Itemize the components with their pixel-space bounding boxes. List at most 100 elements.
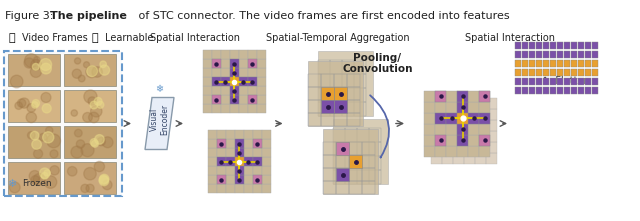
Bar xyxy=(453,141,464,152)
Text: Spatial Interaction: Spatial Interaction xyxy=(465,33,555,43)
Circle shape xyxy=(102,137,113,148)
Bar xyxy=(354,88,366,102)
Bar xyxy=(362,181,375,194)
Bar xyxy=(321,87,334,100)
Bar xyxy=(457,124,468,135)
Bar xyxy=(557,86,563,93)
Bar xyxy=(230,68,239,77)
Bar xyxy=(257,68,266,77)
Bar xyxy=(248,50,257,59)
Bar xyxy=(424,145,435,156)
Bar xyxy=(336,181,349,194)
Circle shape xyxy=(95,135,104,144)
Bar xyxy=(431,109,442,120)
Bar xyxy=(543,59,549,67)
Bar xyxy=(262,139,271,148)
Bar xyxy=(234,139,243,148)
Circle shape xyxy=(47,134,61,148)
Bar xyxy=(318,88,330,102)
Bar xyxy=(334,74,347,87)
Bar xyxy=(453,130,464,141)
Circle shape xyxy=(32,102,38,108)
Bar xyxy=(225,175,234,184)
Bar xyxy=(578,86,584,93)
Circle shape xyxy=(74,129,82,137)
Bar xyxy=(234,157,243,166)
Bar xyxy=(257,50,266,59)
Bar xyxy=(522,78,528,84)
Bar xyxy=(234,148,243,157)
Circle shape xyxy=(94,97,102,105)
Text: ❄: ❄ xyxy=(7,179,17,189)
Bar xyxy=(318,74,330,88)
Circle shape xyxy=(90,139,98,146)
Circle shape xyxy=(84,168,96,180)
Bar xyxy=(230,77,239,86)
Circle shape xyxy=(45,127,53,134)
Bar xyxy=(253,139,262,148)
Bar xyxy=(578,42,584,48)
Bar xyxy=(221,104,230,113)
Circle shape xyxy=(24,54,38,67)
Bar xyxy=(202,95,211,104)
Bar xyxy=(536,86,542,93)
Bar xyxy=(248,95,257,104)
Bar xyxy=(333,119,388,184)
Bar xyxy=(347,87,360,100)
Bar xyxy=(243,184,253,193)
Bar xyxy=(479,145,490,156)
Circle shape xyxy=(44,176,57,188)
Bar xyxy=(564,42,570,48)
Bar xyxy=(479,135,490,145)
Bar xyxy=(446,112,457,124)
Bar xyxy=(321,113,334,126)
Bar xyxy=(221,86,230,95)
Bar xyxy=(202,104,211,113)
Bar xyxy=(486,152,497,164)
Circle shape xyxy=(30,131,39,140)
Circle shape xyxy=(99,176,109,186)
Bar xyxy=(253,157,262,166)
Bar xyxy=(211,59,221,68)
Bar xyxy=(230,59,239,68)
Bar xyxy=(64,90,116,122)
Bar xyxy=(221,77,230,86)
Bar xyxy=(234,166,243,175)
Bar xyxy=(345,156,357,170)
Text: 🎥: 🎥 xyxy=(9,33,15,43)
Bar xyxy=(336,168,349,181)
FancyBboxPatch shape xyxy=(4,51,122,196)
Circle shape xyxy=(92,140,99,147)
Bar xyxy=(435,135,446,145)
Bar xyxy=(234,148,243,157)
Text: Figure 3:: Figure 3: xyxy=(5,11,57,21)
Bar xyxy=(8,54,60,86)
Bar xyxy=(253,175,262,184)
Bar xyxy=(216,157,225,166)
Circle shape xyxy=(27,104,36,112)
Bar xyxy=(216,139,225,148)
Bar xyxy=(522,59,528,67)
Bar xyxy=(585,86,591,93)
Circle shape xyxy=(90,101,98,109)
Bar xyxy=(424,124,435,135)
Bar xyxy=(543,69,549,76)
Bar xyxy=(578,51,584,57)
Bar xyxy=(592,86,598,93)
Bar xyxy=(431,130,442,141)
Bar xyxy=(323,168,336,181)
Bar xyxy=(248,59,257,68)
Bar xyxy=(347,100,360,113)
Bar xyxy=(369,142,381,156)
Bar xyxy=(592,78,598,84)
Circle shape xyxy=(100,61,106,67)
Bar xyxy=(578,59,584,67)
Bar xyxy=(211,68,221,77)
Bar xyxy=(225,130,234,139)
Bar xyxy=(253,148,262,157)
Bar xyxy=(234,130,243,139)
Bar xyxy=(318,60,330,74)
Bar xyxy=(248,68,257,77)
Bar xyxy=(431,97,442,109)
Bar xyxy=(362,168,375,181)
